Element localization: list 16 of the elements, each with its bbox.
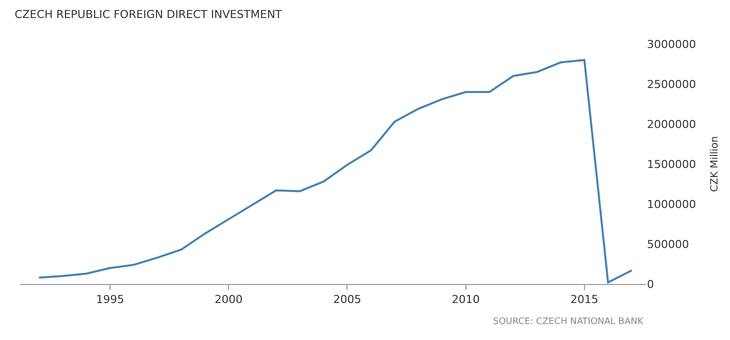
x-tick-label: 1995: [96, 293, 124, 306]
x-tick-label: 2015: [570, 293, 598, 306]
x-tick-label: 2010: [452, 293, 480, 306]
x-tick-label: 2000: [214, 293, 243, 306]
y-tick-label: 2000000: [647, 118, 696, 131]
y-tick-label: 500000: [647, 238, 689, 251]
source-note: SOURCE: CZECH NATIONAL BANK: [493, 317, 644, 327]
y-tick-label: 0: [647, 278, 654, 291]
x-tick-label: 2005: [333, 293, 362, 306]
y-tick-label: 3000000: [647, 38, 696, 51]
y-axis-title: CZK Million: [710, 136, 720, 192]
y-tick-label: 1000000: [647, 198, 696, 211]
chart-title: CZECH REPUBLIC FOREIGN DIRECT INVESTMENT: [14, 8, 282, 21]
y-tick-label: 2500000: [647, 78, 696, 91]
y-tick-label: 1500000: [647, 158, 696, 171]
line-series: [38, 59, 633, 284]
